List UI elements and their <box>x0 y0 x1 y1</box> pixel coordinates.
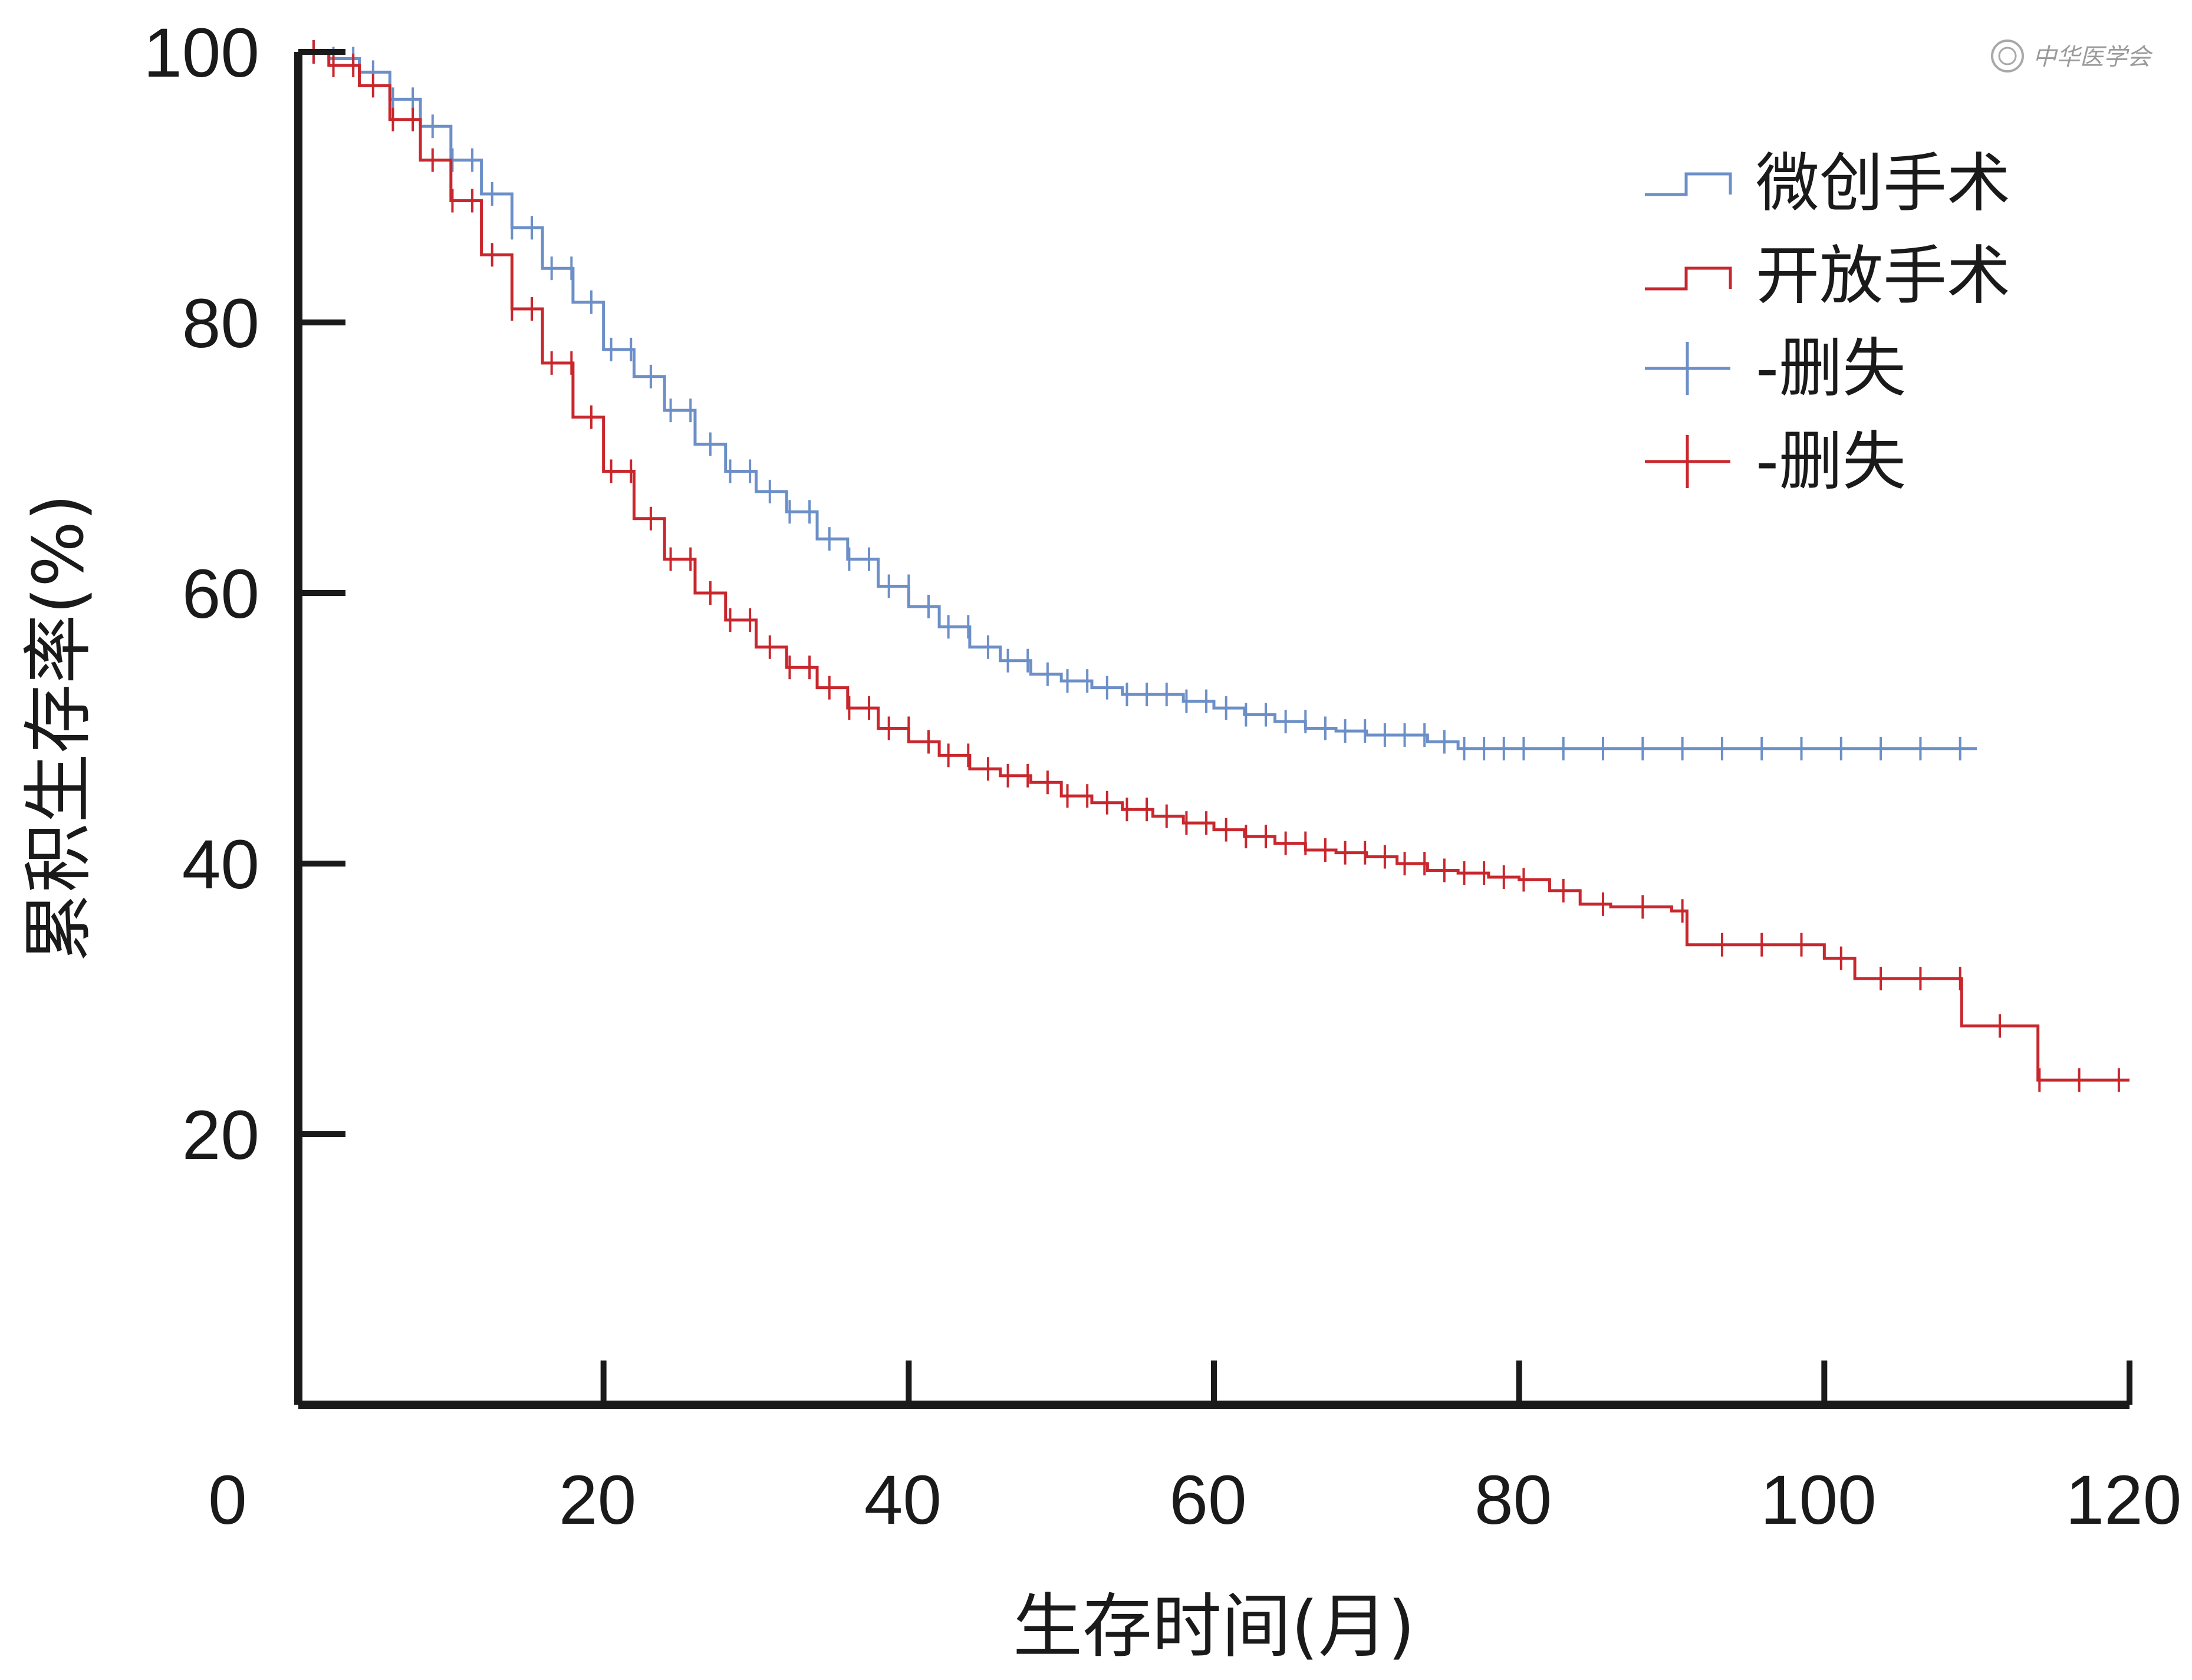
series-layer <box>298 40 2130 1092</box>
x-tick-label: 0 <box>208 1461 247 1539</box>
y-tick-label: 100 <box>143 14 259 92</box>
censor-marks-0 <box>312 40 1961 760</box>
legend-label-open-surgery: 开放手术 <box>1756 239 2010 313</box>
x-ticks: 0 20 40 60 80 100 120 <box>208 1361 2181 1539</box>
society-seal-icon <box>1991 39 2024 73</box>
x-tick-label: 100 <box>1760 1461 1877 1539</box>
legend-item-censored-open-surgery: -删失 <box>1645 425 1906 499</box>
y-ticks: 20 40 60 80 100 <box>143 14 345 1174</box>
x-tick-label: 120 <box>2066 1461 2182 1539</box>
series-line-0 <box>298 50 1977 750</box>
watermark-text: 中华医学会 <box>2033 44 2153 71</box>
y-axis-title: 累积生存率(%) <box>18 494 99 962</box>
x-tick-label: 60 <box>1169 1461 1246 1539</box>
legend-label-minimally-invasive: 微创手术 <box>1756 147 2010 220</box>
x-axis-title: 生存时间(月) <box>1013 1586 1415 1667</box>
x-tick-label: 20 <box>559 1461 636 1539</box>
y-tick-label: 80 <box>182 285 259 363</box>
legend-item-minimally-invasive: 微创手术 <box>1645 147 2010 220</box>
y-tick-label: 60 <box>182 555 259 633</box>
legend-item-censored-minimally-invasive: -删失 <box>1645 332 1906 406</box>
y-tick-label: 20 <box>182 1096 259 1174</box>
legend-swatch-open-surgery <box>1645 266 1732 291</box>
series-line-1 <box>298 50 2130 1082</box>
x-tick-label: 40 <box>864 1461 942 1539</box>
legend-item-open-surgery: 开放手术 <box>1645 239 2010 313</box>
legend-label-censored-minimally-invasive: -删失 <box>1756 332 1906 406</box>
legend-swatch-minimally-invasive <box>1645 172 1732 196</box>
legend: 微创手术 开放手术 -删失 -删失 <box>1645 147 2010 499</box>
watermark: 中华医学会 <box>1991 39 2153 73</box>
x-tick-label: 80 <box>1475 1461 1552 1539</box>
y-tick-label: 40 <box>182 826 259 904</box>
legend-label-censored-open-surgery: -删失 <box>1756 425 1906 499</box>
censor-marks-1 <box>312 40 2120 1092</box>
